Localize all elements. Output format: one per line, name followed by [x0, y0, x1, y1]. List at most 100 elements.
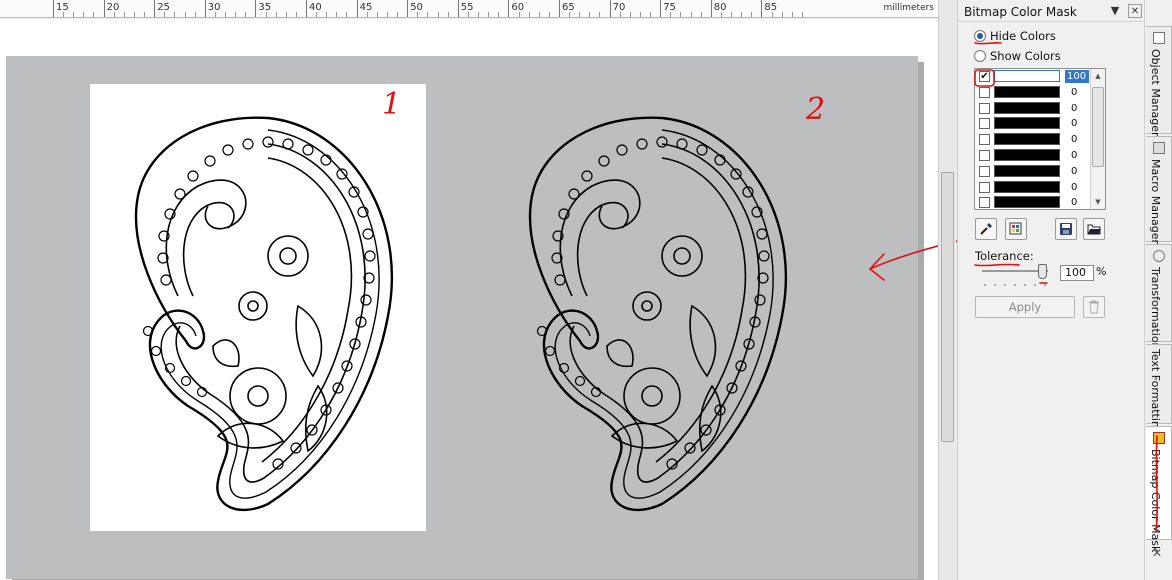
macro-manager-icon	[1153, 142, 1165, 154]
color-swatch[interactable]	[994, 70, 1060, 82]
canvas-vertical-scrollbar[interactable]	[938, 0, 956, 580]
show-colors-option[interactable]: Show Colors	[974, 48, 1061, 64]
color-list-row[interactable]: 0	[975, 195, 1091, 209]
ruler-minor-tick	[417, 12, 419, 17]
ruler-label: 50	[410, 2, 423, 13]
annotation-underline	[974, 41, 1002, 45]
slider-tick	[1004, 284, 1006, 286]
color-list-scrollbar[interactable]: ▲ ▼	[1090, 69, 1105, 209]
tolerance-label: Tolerance:	[975, 249, 1034, 263]
color-swatch[interactable]	[994, 85, 1060, 98]
ruler-minor-tick	[680, 12, 682, 17]
color-list-scroll-thumb[interactable]	[1092, 87, 1104, 167]
color-list-row[interactable]: 0	[975, 101, 1091, 117]
color-list-row[interactable]: 0	[975, 164, 1091, 180]
color-list-row[interactable]: 0	[975, 85, 1091, 101]
color-tolerance-value: 0	[1071, 86, 1078, 98]
ruler-minor-tick	[397, 12, 399, 17]
tolerance-value-input[interactable]: 100	[1060, 265, 1094, 281]
ruler-minor-tick	[214, 12, 216, 17]
color-checkbox[interactable]	[979, 102, 990, 114]
show-colors-radio[interactable]	[974, 50, 986, 62]
ruler-major-tick	[710, 0, 712, 17]
color-checkbox[interactable]	[979, 165, 990, 177]
ruler-major-tick	[660, 0, 662, 17]
ruler-minor-tick	[133, 12, 135, 17]
ruler-minor-tick	[113, 12, 115, 17]
tolerance-slider-thumb[interactable]	[1038, 264, 1047, 279]
ruler-major-tick	[559, 0, 560, 17]
ruler-minor-tick	[720, 12, 722, 17]
ruler-minor-tick	[791, 12, 793, 17]
ruler-label: 70	[612, 2, 626, 13]
ruler-major-tick	[255, 0, 257, 17]
scroll-up-icon[interactable]: ▲	[1095, 72, 1101, 80]
mask-color-list[interactable]: ✔ 100 0 0 0 0 0 0 0 0 ▲ ▼	[974, 68, 1106, 210]
color-checkbox[interactable]	[979, 118, 990, 130]
docker-close-button[interactable]: ✕	[1128, 4, 1142, 18]
ruler-minor-tick	[478, 12, 480, 17]
color-checkbox[interactable]: ✔	[979, 71, 990, 82]
color-list-row[interactable]: 0	[975, 148, 1091, 164]
color-tolerance-value: 0	[1071, 197, 1078, 209]
color-swatch[interactable]	[994, 149, 1060, 161]
annotation-underline	[974, 263, 1020, 267]
color-swatch[interactable]	[994, 164, 1060, 177]
color-swatch[interactable]	[994, 101, 1060, 114]
color-list-row[interactable]: ✔ 100	[975, 69, 1091, 85]
open-folder-icon	[1087, 224, 1101, 235]
ruler-minor-tick	[194, 12, 196, 17]
horizontal-ruler[interactable]: millimeters 15 20 25 30 35 40 45 50 55 60 65 70 75 80…	[0, 0, 938, 18]
hide-colors-option[interactable]: Hide Colors	[974, 28, 1056, 44]
remove-mask-button[interactable]	[1083, 296, 1105, 318]
save-icon	[1060, 223, 1072, 235]
paisley-original-bitmap[interactable]	[118, 106, 408, 518]
ruler-minor-tick	[83, 12, 85, 17]
edit-color-button[interactable]	[1005, 218, 1027, 240]
paisley-masked-bitmap[interactable]	[512, 106, 802, 518]
transformation-icon	[1153, 250, 1165, 262]
ruler-minor-tick	[174, 12, 176, 17]
ruler-label: 40	[309, 2, 322, 13]
ruler-minor-tick	[63, 12, 65, 17]
apply-button[interactable]: Apply	[975, 296, 1075, 318]
scroll-down-icon[interactable]: ▼	[1095, 198, 1101, 206]
scrollbar-thumb[interactable]	[941, 172, 954, 442]
color-list-row[interactable]: 0	[975, 116, 1091, 132]
hide-colors-radio[interactable]	[974, 30, 986, 42]
show-colors-label: Show Colors	[990, 49, 1061, 63]
color-checkbox[interactable]	[979, 181, 990, 193]
save-mask-button[interactable]	[1055, 218, 1077, 240]
ruler-minor-tick	[488, 12, 490, 17]
ruler-major-tick	[103, 0, 105, 17]
color-checkbox[interactable]	[979, 197, 990, 209]
ruler-minor-tick	[184, 12, 186, 17]
tab-bitmap-color-mask[interactable]: Bitmap Color Mask	[1146, 426, 1172, 552]
tabs-close-icon[interactable]: ✕	[1152, 546, 1163, 560]
ruler-major-tick	[508, 0, 510, 17]
color-checkbox[interactable]	[979, 86, 990, 98]
color-checkbox[interactable]	[979, 150, 990, 161]
color-list-row[interactable]: 0	[975, 132, 1091, 148]
color-checkbox[interactable]	[979, 134, 990, 146]
tab-object-manager[interactable]: Object Manager	[1146, 26, 1172, 137]
ruler-minor-tick	[538, 12, 540, 17]
tab-text-formatting[interactable]: Text Formatting	[1146, 344, 1172, 435]
slider-tick	[994, 284, 996, 286]
tab-macro-manager[interactable]: Macro Manager	[1146, 136, 1172, 244]
eyedropper-button[interactable]	[975, 218, 997, 240]
ruler-minor-tick	[225, 12, 227, 17]
docker-minimize-button[interactable]: ▼	[1110, 4, 1120, 17]
color-list-row[interactable]: 0	[975, 180, 1091, 196]
tab-label: Transformation	[1149, 267, 1162, 350]
color-swatch[interactable]	[994, 117, 1060, 130]
color-swatch[interactable]	[994, 196, 1060, 209]
drawing-canvas[interactable]: 1 2	[0, 19, 938, 580]
color-swatch[interactable]	[994, 133, 1060, 146]
color-swatch[interactable]	[994, 180, 1060, 193]
tolerance-slider-track[interactable]	[982, 270, 1048, 272]
open-mask-button[interactable]	[1083, 218, 1105, 240]
ruler-label: 35	[258, 2, 272, 13]
ruler-minor-tick	[346, 12, 348, 17]
tab-transformation[interactable]: Transformation	[1146, 244, 1172, 350]
